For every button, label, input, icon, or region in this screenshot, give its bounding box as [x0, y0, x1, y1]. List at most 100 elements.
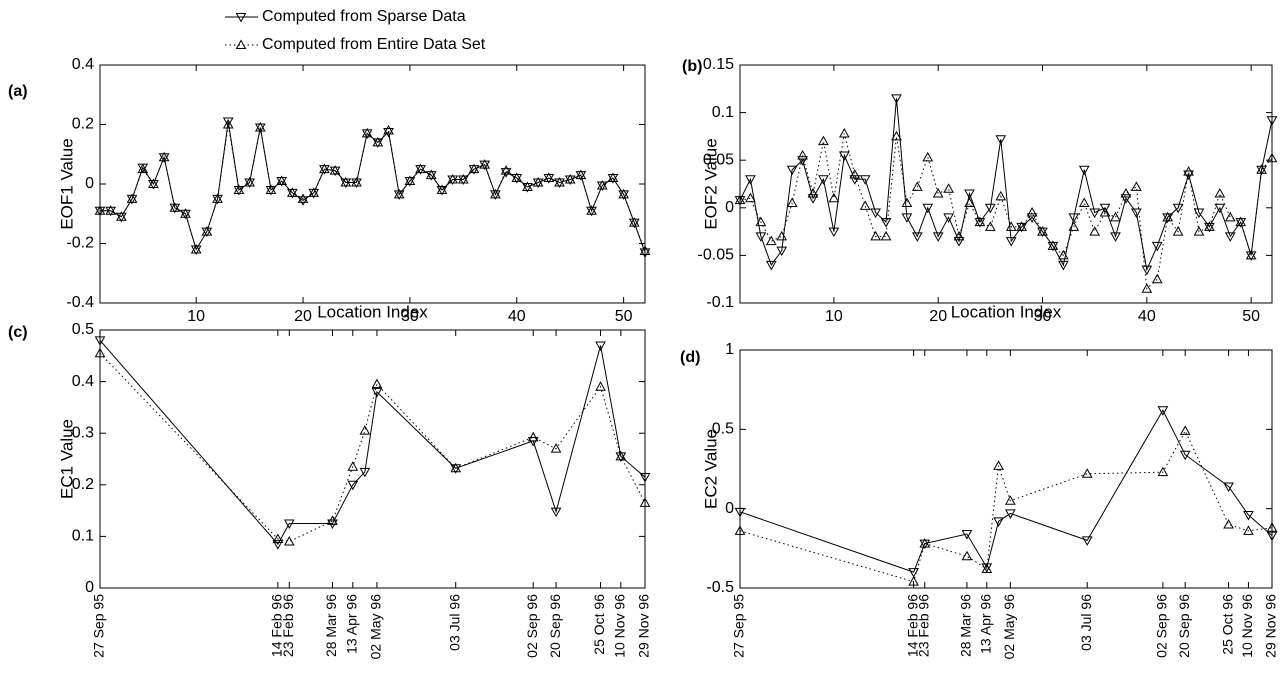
marker: [1214, 203, 1226, 214]
marker: [1183, 166, 1194, 176]
marker: [1243, 525, 1254, 535]
marker: [953, 237, 965, 247]
marker: [1172, 203, 1184, 214]
marker: [901, 197, 913, 208]
marker: [981, 563, 993, 573]
marker: [1131, 181, 1142, 191]
marker: [1193, 208, 1205, 219]
marker: [911, 232, 923, 242]
marker: [1162, 211, 1174, 222]
x-tick-label: 29 Nov 96: [1263, 594, 1279, 658]
marker: [1256, 164, 1267, 174]
marker: [1005, 237, 1017, 247]
marker: [1266, 531, 1278, 542]
marker: [797, 156, 808, 166]
x-tick-label: 13 Apr 96: [977, 594, 993, 654]
marker: [254, 121, 266, 132]
x-tick-label: 13 Apr 96: [344, 594, 360, 654]
marker: [543, 172, 555, 183]
x-tick-label: 27 Sep 95: [91, 594, 107, 658]
y-tick-label: 0.5: [712, 421, 734, 438]
marker: [734, 507, 746, 518]
marker: [1245, 249, 1257, 260]
marker: [1224, 232, 1236, 242]
x-tick-label: 50: [615, 308, 633, 325]
y-tick-label: 0.05: [703, 151, 734, 168]
marker: [554, 176, 565, 187]
marker: [586, 205, 597, 215]
x-tick-label: 29 Nov 96: [636, 594, 652, 658]
x-tick-label: 30: [401, 308, 419, 325]
marker: [818, 175, 829, 185]
marker: [1193, 226, 1205, 236]
y-tick-label: 0: [85, 579, 94, 596]
marker: [993, 460, 1004, 470]
x-tick-label: 27 Sep 95: [731, 594, 747, 658]
marker: [964, 189, 975, 200]
marker: [94, 205, 106, 215]
marker: [1120, 194, 1132, 204]
marker: [233, 184, 245, 194]
marker: [943, 183, 954, 193]
marker: [359, 467, 371, 478]
x-tick-label: 14 Feb 96: [269, 594, 285, 657]
marker: [870, 208, 881, 219]
x-tick-label: 10 Nov 96: [1239, 594, 1255, 658]
series-line: [99, 352, 646, 543]
marker: [1223, 519, 1234, 529]
marker: [1179, 450, 1191, 461]
marker: [1099, 207, 1111, 217]
marker: [639, 473, 651, 483]
marker: [1179, 425, 1191, 435]
x-tick-label: 14 Feb 96: [904, 594, 920, 657]
marker: [1068, 213, 1080, 223]
x-tick-label: 20 Sep 96: [547, 594, 563, 658]
marker: [891, 130, 902, 141]
marker: [786, 165, 798, 176]
marker: [1243, 511, 1254, 521]
y-tick-label: 0.3: [72, 424, 94, 441]
marker: [828, 227, 840, 238]
marker: [222, 117, 234, 128]
marker: [995, 135, 1007, 145]
marker: [859, 200, 871, 210]
marker: [283, 519, 295, 530]
marker: [297, 196, 309, 206]
marker: [1058, 260, 1069, 271]
marker: [1026, 207, 1038, 217]
marker: [828, 192, 840, 203]
y-axis-label: EOF1 Value: [57, 138, 76, 229]
marker: [265, 184, 277, 194]
x-tick-label: 02 May 96: [368, 594, 384, 660]
marker: [765, 235, 777, 246]
marker: [870, 230, 881, 241]
y-tick-label: -0.1: [706, 294, 734, 311]
marker: [351, 176, 362, 187]
marker: [859, 175, 871, 185]
marker: [372, 136, 384, 147]
plot-frame: [99, 329, 646, 589]
series-line: [99, 339, 646, 546]
y-tick-label: 0.4: [72, 56, 94, 73]
y-tick-label: -0.05: [698, 247, 735, 264]
x-tick-label: 40: [508, 308, 526, 325]
y-tick-label: 0.15: [703, 56, 734, 73]
marker: [901, 213, 913, 223]
marker: [595, 381, 606, 391]
marker: [922, 151, 934, 162]
marker: [786, 197, 798, 208]
marker: [919, 538, 931, 548]
marker: [479, 159, 491, 169]
marker: [961, 550, 973, 561]
marker: [1157, 466, 1169, 477]
marker: [94, 347, 106, 358]
marker: [308, 187, 320, 197]
y-tick-label: 0.2: [72, 476, 94, 493]
marker: [639, 497, 651, 507]
marker: [105, 205, 117, 215]
marker: [1089, 226, 1101, 236]
marker: [1026, 213, 1038, 223]
marker: [1078, 197, 1090, 208]
x-tick-label: 25 Oct 96: [1219, 594, 1235, 655]
